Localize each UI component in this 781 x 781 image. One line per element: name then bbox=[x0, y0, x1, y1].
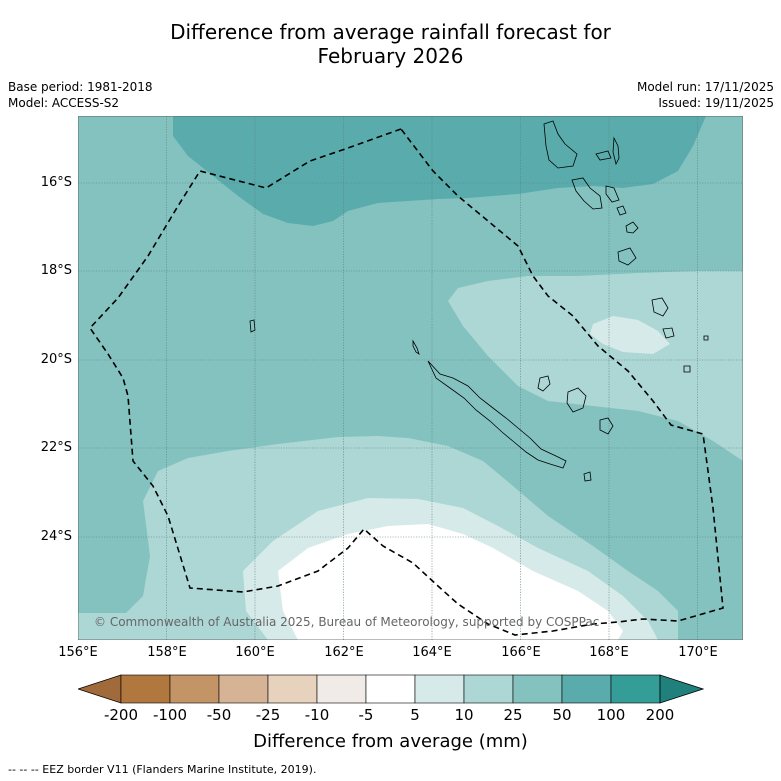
colorbar-cell bbox=[365, 674, 416, 704]
colorbar-label: -5 bbox=[358, 706, 374, 724]
espiritu-santo-coast bbox=[543, 120, 578, 169]
mare-coast bbox=[599, 417, 614, 435]
colorbar-cell bbox=[169, 674, 220, 704]
epi-coast bbox=[616, 205, 627, 216]
map-title-line2: February 2026 bbox=[317, 44, 464, 68]
lifou-coast bbox=[566, 387, 587, 413]
colorbar-cell bbox=[561, 674, 612, 704]
new-caledonia-coast bbox=[427, 360, 567, 469]
grid-lines bbox=[78, 116, 743, 640]
band-10-25-east bbox=[448, 271, 743, 461]
eez-border bbox=[88, 128, 724, 636]
tanna-coast bbox=[651, 297, 669, 317]
colorbar-extend-high bbox=[659, 674, 704, 704]
lat-label-18s: 18°S bbox=[40, 263, 72, 278]
base-period: Base period: 1981-2018 bbox=[8, 80, 153, 94]
model-name: Model: ACCESS-S2 bbox=[8, 96, 120, 110]
band-neutral-south bbox=[278, 524, 623, 640]
band-50-100 bbox=[173, 116, 706, 226]
rennell-coast bbox=[249, 319, 256, 333]
maewo-coast bbox=[612, 136, 620, 166]
aneityum-coast bbox=[662, 327, 675, 339]
copyright-text: © Commonwealth of Australia 2025, Bureau… bbox=[94, 615, 599, 629]
lat-label-22s: 22°S bbox=[40, 440, 72, 455]
erromango-coast bbox=[617, 247, 637, 266]
lon-label-156e: 156°E bbox=[58, 645, 98, 660]
colorbar-cell bbox=[316, 674, 367, 704]
colorbar-label: -25 bbox=[255, 706, 281, 724]
lon-label-162e: 162°E bbox=[324, 645, 364, 660]
band-5-10-east bbox=[590, 316, 670, 354]
rainfall-map: © Commonwealth of Australia 2025, Bureau… bbox=[78, 116, 743, 640]
colorbar bbox=[78, 674, 704, 704]
colorbar-title: Difference from average (mm) bbox=[253, 731, 528, 752]
hunter-island-coast bbox=[683, 365, 691, 373]
colorbar-extend-low bbox=[78, 674, 122, 704]
lon-label-170e: 170°E bbox=[678, 645, 718, 660]
lon-label-160e: 160°E bbox=[235, 645, 275, 660]
lat-label-16s: 16°S bbox=[40, 175, 72, 190]
colorbar-label: 200 bbox=[645, 706, 675, 724]
lon-label-166e: 166°E bbox=[501, 645, 541, 660]
fiji-west-coast bbox=[703, 335, 709, 341]
colorbar-label: 5 bbox=[410, 706, 420, 724]
colorbar-label: 10 bbox=[454, 706, 474, 724]
map-title-line1: Difference from average rainfall forecas… bbox=[170, 20, 611, 44]
colorbar-cell bbox=[267, 674, 318, 704]
colorbar-cell bbox=[463, 674, 514, 704]
lon-label-164e: 164°E bbox=[412, 645, 452, 660]
walpole-coast bbox=[583, 471, 592, 482]
lat-label-24s: 24°S bbox=[40, 529, 72, 544]
lon-label-168e: 168°E bbox=[589, 645, 629, 660]
colorbar-cell bbox=[610, 674, 661, 704]
lat-label-20s: 20°S bbox=[40, 352, 72, 367]
colorbar-label: 50 bbox=[552, 706, 572, 724]
colorbar-cell bbox=[512, 674, 563, 704]
belep-islands-coast bbox=[412, 339, 420, 355]
colorbar-cell bbox=[414, 674, 465, 704]
eez-legend-footer: -- -- -- EEZ border V11 (Flanders Marine… bbox=[8, 763, 317, 776]
colorbar-label: -50 bbox=[206, 706, 232, 724]
model-run: Model run: 17/11/2025 bbox=[636, 80, 774, 94]
ambae-coast bbox=[595, 150, 612, 161]
colorbar-label: -100 bbox=[152, 706, 188, 724]
colorbar-label: 25 bbox=[503, 706, 523, 724]
colorbar-cell bbox=[218, 674, 269, 704]
colorbar-label: 100 bbox=[596, 706, 626, 724]
coastlines bbox=[249, 120, 709, 482]
colorbar-cell bbox=[120, 674, 171, 704]
malekula-coast bbox=[571, 177, 603, 210]
colorbar-label: -10 bbox=[304, 706, 330, 724]
ouvea-coast bbox=[537, 375, 551, 392]
pentecost-coast bbox=[605, 185, 620, 203]
issued-date: Issued: 19/11/2025 bbox=[658, 96, 774, 110]
lon-label-158e: 158°E bbox=[147, 645, 187, 660]
colorbar-label: -200 bbox=[103, 706, 139, 724]
efate-coast bbox=[625, 221, 639, 234]
